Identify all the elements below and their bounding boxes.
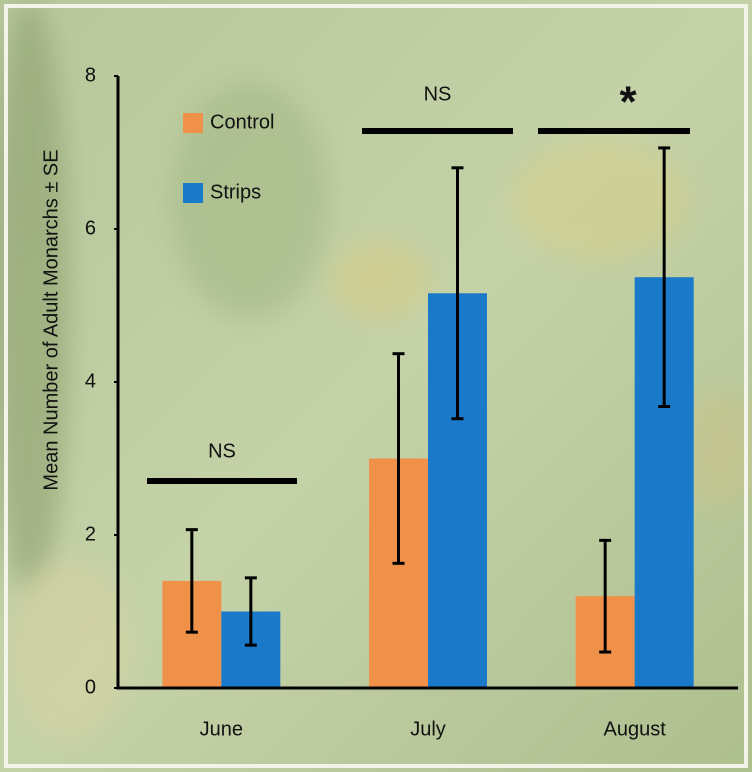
y-tick-label: 0: [85, 676, 96, 698]
y-tick-label: 6: [85, 217, 96, 239]
x-tick-label: July: [410, 718, 446, 740]
chart: Mean Number of Adult Monarchs ± SE 0 2 4 6 8…: [0, 0, 752, 772]
y-tick-label: 4: [85, 370, 96, 392]
y-axis-label: Mean Number of Adult Monarchs ± SE: [40, 149, 62, 490]
y-tick-label: 8: [85, 64, 96, 86]
annotation: NS: [208, 440, 236, 462]
annotation: NS: [424, 83, 452, 105]
legend-label: Strips: [210, 181, 261, 203]
x-tick-label: June: [200, 718, 243, 740]
y-tick-label: 2: [85, 523, 96, 545]
legend-label: Control: [210, 111, 274, 133]
legend-swatch: [183, 183, 203, 203]
legend-swatch: [183, 113, 203, 133]
x-tick-label: August: [604, 718, 667, 740]
annotation: *: [619, 78, 637, 127]
